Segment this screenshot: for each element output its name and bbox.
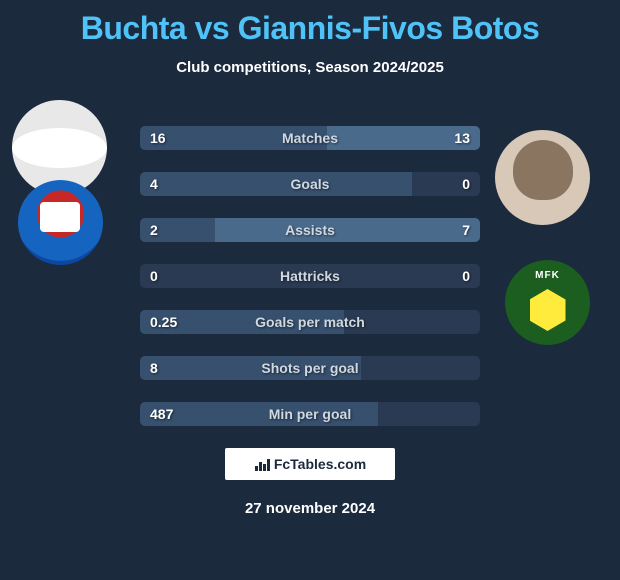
source-label: FcTables.com (274, 456, 366, 472)
stat-value-right: 7 (462, 218, 470, 242)
page-subtitle: Club competitions, Season 2024/2025 (0, 59, 620, 76)
source-badge[interactable]: FcTables.com (225, 448, 395, 480)
stat-label: Shots per goal (140, 356, 480, 380)
stat-row: 8Shots per goal (140, 356, 480, 380)
avatar-placeholder-shape (12, 128, 107, 168)
player-right-avatar (495, 130, 590, 225)
stat-label: Goals per match (140, 310, 480, 334)
stat-label: Hattricks (140, 264, 480, 288)
page-title: Buchta vs Giannis-Fivos Botos (0, 0, 620, 47)
stat-row: 16Matches13 (140, 126, 480, 150)
stat-label: Goals (140, 172, 480, 196)
stats-container: 16Matches134Goals02Assists70Hattricks00.… (140, 126, 480, 448)
stat-value-right: 0 (462, 172, 470, 196)
stat-row: 0.25Goals per match (140, 310, 480, 334)
stat-value-right: 13 (454, 126, 470, 150)
stat-label: Assists (140, 218, 480, 242)
stat-label: Matches (140, 126, 480, 150)
stat-row: 2Assists7 (140, 218, 480, 242)
stat-row: 4Goals0 (140, 172, 480, 196)
stat-row: 0Hattricks0 (140, 264, 480, 288)
stat-value-right: 0 (462, 264, 470, 288)
player-left-club-badge (18, 180, 103, 265)
date-label: 27 november 2024 (0, 500, 620, 517)
player-right-club-badge (505, 260, 590, 345)
stat-row: 487Min per goal (140, 402, 480, 426)
chart-icon (254, 456, 270, 472)
stat-label: Min per goal (140, 402, 480, 426)
